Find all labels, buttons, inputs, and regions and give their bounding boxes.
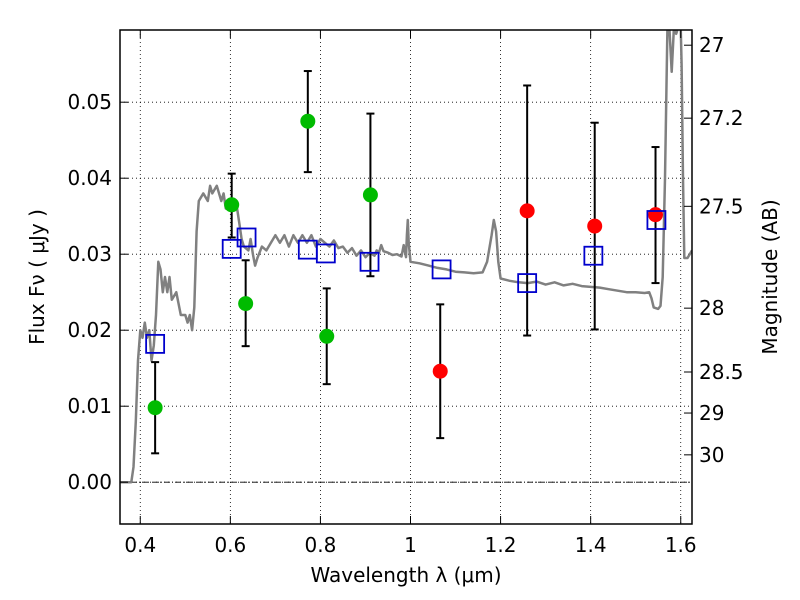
model-photometry-square: [145, 333, 166, 354]
model-spectrum-layer: [120, 30, 692, 484]
data-point: [362, 187, 378, 203]
magnitude-tick-label: 27.2: [699, 106, 744, 130]
y-tick-label: 0.00: [67, 470, 112, 494]
x-tick-label: 0.4: [124, 533, 156, 557]
data-point: [319, 328, 335, 344]
x-tick-label: 1.6: [665, 533, 697, 557]
y-tick-label: 0.01: [67, 394, 112, 418]
magnitude-tick-label: 27: [699, 33, 724, 57]
x-tick-label: 0.8: [305, 533, 337, 557]
y-tick-label: 0.02: [67, 318, 112, 342]
right-axis-title: Magnitude (AB): [758, 199, 782, 354]
magnitude-tick-label: 28.5: [699, 360, 744, 384]
data-point: [519, 203, 535, 219]
plot-frame: [119, 29, 693, 525]
model-photometry-square: [431, 259, 452, 280]
data-point: [432, 363, 448, 379]
y-axis-title: Flux Fν ( μJy ): [25, 209, 49, 345]
x-tick-label: 0.6: [214, 533, 246, 557]
model-photometry-square: [236, 227, 257, 248]
data-point: [300, 113, 316, 129]
magnitude-tick-label: 28: [699, 296, 724, 320]
data-point: [587, 218, 603, 234]
data-point: [238, 296, 254, 312]
data-point: [224, 197, 240, 213]
model-photometry-square: [583, 245, 604, 266]
model-photometry-square: [517, 273, 538, 293]
y-tick-label: 0.05: [67, 90, 112, 114]
plot-background: [120, 30, 692, 524]
tick-labels: 0.4 0.6 0.8 1 1.2 1.4 1.6 0.00 0.01 0.02 0.03 0.04 0…: [67, 33, 743, 557]
model-photometry-square: [315, 243, 336, 264]
model-photometry-layer: [145, 210, 667, 354]
x-tick-label: 1.2: [485, 533, 517, 557]
model-photometry-square: [359, 251, 380, 272]
data-point: [648, 207, 664, 223]
y-tick-label: 0.04: [67, 166, 112, 190]
magnitude-tick-label: 27.5: [699, 194, 744, 218]
data-point: [147, 400, 163, 416]
magnitude-tick-label: 30: [699, 443, 724, 467]
model-spectrum-line: [120, 30, 692, 484]
model-photometry-square: [646, 210, 667, 230]
x-tick-label: 1: [404, 533, 417, 557]
x-axis-title: Wavelength λ (μm): [310, 563, 501, 587]
axis-ticks: [120, 30, 692, 524]
x-tick-label: 1.4: [575, 533, 607, 557]
y-tick-label: 0.03: [67, 242, 112, 266]
magnitude-tick-label: 29: [699, 401, 724, 425]
model-photometry-square: [221, 238, 242, 259]
